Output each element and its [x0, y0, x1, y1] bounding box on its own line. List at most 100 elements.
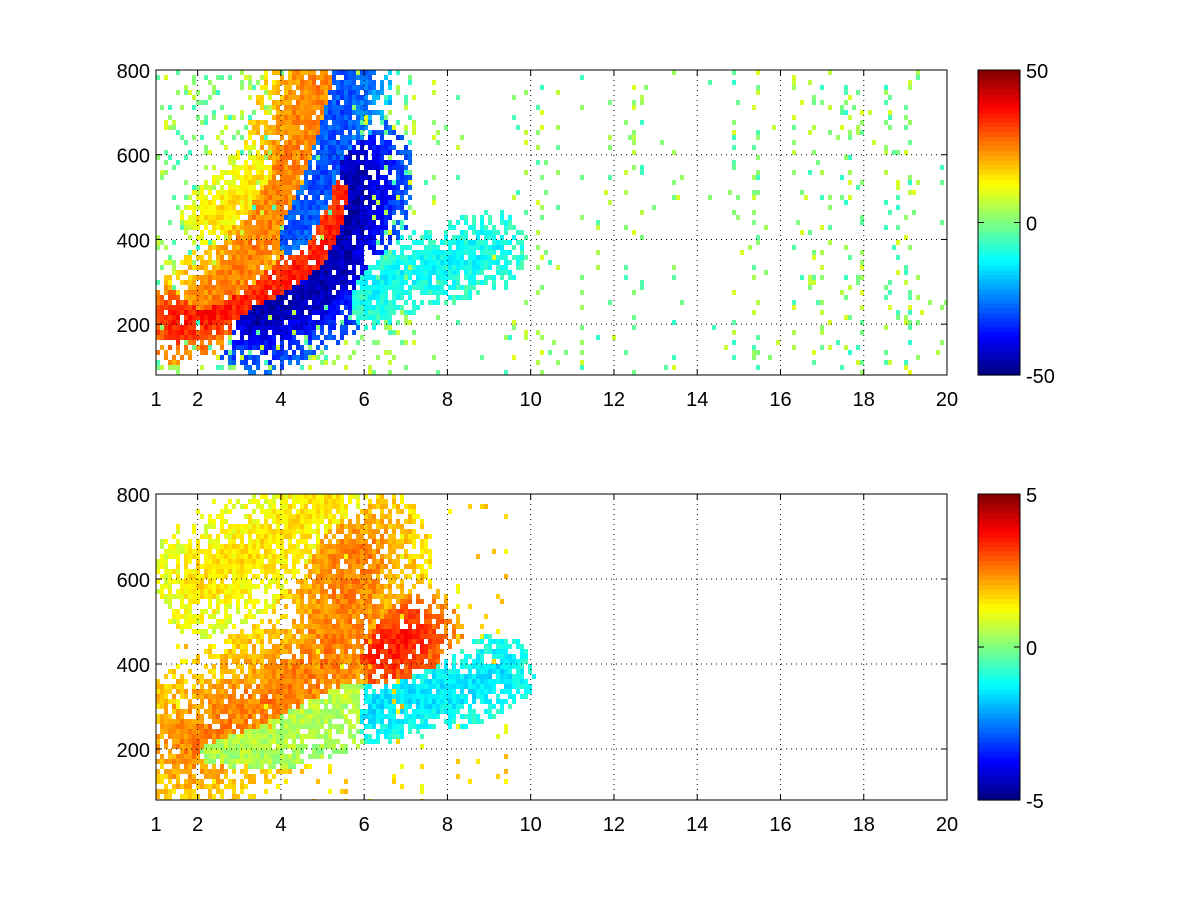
heatmap-cell: [708, 80, 712, 85]
heatmap-cell: [192, 210, 196, 215]
heatmap-cell: [284, 190, 288, 195]
heatmap-cell: [292, 559, 296, 564]
heatmap-cell: [296, 559, 300, 564]
heatmap-cell: [180, 769, 184, 774]
heatmap-cell: [352, 260, 356, 265]
heatmap-cell: [364, 155, 368, 160]
heatmap-cell: [340, 145, 344, 150]
heatmap-cell: [212, 764, 216, 769]
heatmap-cell: [540, 215, 544, 220]
heatmap-cell: [324, 215, 328, 220]
heatmap-cell: [256, 195, 260, 200]
heatmap-cell: [228, 749, 232, 754]
heatmap-cell: [240, 250, 244, 255]
heatmap-cell: [352, 165, 356, 170]
heatmap-cell: [256, 519, 260, 524]
heatmap-cell: [200, 365, 204, 370]
heatmap-cell: [888, 115, 892, 120]
heatmap-cell: [168, 290, 172, 295]
heatmap-cell: [300, 215, 304, 220]
heatmap-cell: [348, 165, 352, 170]
heatmap-cell: [320, 250, 324, 255]
heatmap-cell: [348, 175, 352, 180]
heatmap-cell: [212, 539, 216, 544]
heatmap-cell: [180, 280, 184, 285]
heatmap-cell: [348, 80, 352, 85]
heatmap-cell: [860, 320, 864, 325]
heatmap-cell: [296, 95, 300, 100]
heatmap-cell: [288, 155, 292, 160]
heatmap-cell: [328, 100, 332, 105]
heatmap-cell: [348, 315, 352, 320]
heatmap-cell: [472, 280, 476, 285]
heatmap-cell: [164, 275, 168, 280]
heatmap-cell: [756, 365, 760, 370]
heatmap-cell: [380, 90, 384, 95]
heatmap-cell: [264, 255, 268, 260]
heatmap-cell: [200, 674, 204, 679]
heatmap-cell: [332, 325, 336, 330]
heatmap-cell: [216, 215, 220, 220]
heatmap-cell: [328, 90, 332, 95]
heatmap-cell: [200, 305, 204, 310]
heatmap-cell: [280, 100, 284, 105]
heatmap-cell: [320, 70, 324, 75]
heatmap-cell: [240, 789, 244, 794]
heatmap-cell: [368, 210, 372, 215]
heatmap-cell: [456, 260, 460, 265]
heatmap-cell: [280, 220, 284, 225]
heatmap-cell: [336, 85, 340, 90]
heatmap-cell: [300, 599, 304, 604]
heatmap-cell: [252, 230, 256, 235]
heatmap-cell: [280, 729, 284, 734]
heatmap-cell: [248, 270, 252, 275]
heatmap-cell: [292, 90, 296, 95]
heatmap-cell: [180, 709, 184, 714]
heatmap-cell: [244, 265, 248, 270]
heatmap-cell: [232, 255, 236, 260]
heatmap-cell: [240, 300, 244, 305]
heatmap-cell: [156, 684, 160, 689]
heatmap-cell: [388, 350, 392, 355]
heatmap-cell: [240, 230, 244, 235]
heatmap-cell: [288, 514, 292, 519]
heatmap-cell: [380, 280, 384, 285]
heatmap-cell: [208, 734, 212, 739]
heatmap-cell: [164, 320, 168, 325]
heatmap-cell: [264, 90, 268, 95]
heatmap-cell: [220, 230, 224, 235]
heatmap-cell: [300, 225, 304, 230]
colorbar-swatch: [978, 346, 1020, 352]
heatmap-cell: [244, 330, 248, 335]
heatmap-cell: [180, 739, 184, 744]
heatmap-cell: [828, 130, 832, 135]
heatmap-cell: [168, 794, 172, 799]
heatmap-cell: [232, 679, 236, 684]
heatmap-cell: [292, 180, 296, 185]
heatmap-cell: [284, 130, 288, 135]
heatmap-cell: [180, 744, 184, 749]
heatmap-cell: [236, 589, 240, 594]
heatmap-cell: [328, 205, 332, 210]
heatmap-cell: [212, 524, 216, 529]
heatmap-cell: [252, 654, 256, 659]
heatmap-cell: [276, 729, 280, 734]
heatmap-cell: [156, 300, 160, 305]
heatmap-cell: [204, 310, 208, 315]
heatmap-cell: [172, 125, 176, 130]
heatmap-cell: [396, 330, 400, 335]
colorbar-swatch: [978, 151, 1020, 157]
heatmap-cell: [160, 240, 164, 245]
heatmap-cell: [328, 305, 332, 310]
heatmap-cell: [228, 195, 232, 200]
heatmap-cell: [908, 310, 912, 315]
heatmap-cell: [320, 170, 324, 175]
heatmap-cell: [220, 544, 224, 549]
heatmap-cell: [344, 145, 348, 150]
heatmap-cell: [276, 579, 280, 584]
heatmap-cell: [176, 365, 180, 370]
heatmap-cell: [192, 629, 196, 634]
heatmap-cell: [256, 529, 260, 534]
heatmap-cell: [204, 215, 208, 220]
heatmap-cell: [208, 220, 212, 225]
